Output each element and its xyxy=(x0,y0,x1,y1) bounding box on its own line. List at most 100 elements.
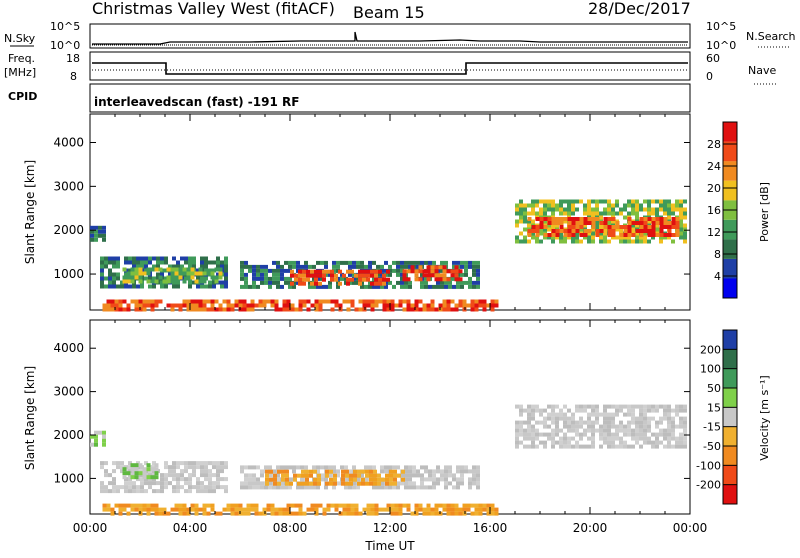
echo-cell xyxy=(336,264,340,269)
echo-cell xyxy=(567,199,571,204)
echo-cell xyxy=(607,424,611,429)
echo-cell xyxy=(442,307,447,312)
echo-cell xyxy=(376,485,380,490)
echo-cell xyxy=(394,511,399,516)
echo-cell xyxy=(276,284,280,289)
echo-cell xyxy=(494,303,499,308)
echo-cell xyxy=(595,223,599,228)
echo-cell xyxy=(675,444,679,449)
echo-cell xyxy=(454,277,459,282)
echo-cell xyxy=(567,436,571,441)
echo-cell xyxy=(663,416,667,421)
echo-cell xyxy=(392,268,396,273)
echo-cell xyxy=(365,473,369,478)
echo-cell xyxy=(174,503,179,508)
colorbar-segment xyxy=(723,407,737,427)
echo-cell xyxy=(140,256,144,261)
echo-cell xyxy=(216,272,220,277)
echo-cell xyxy=(358,269,362,274)
echo-cell xyxy=(220,485,224,490)
echo-cell xyxy=(362,303,367,308)
echo-cell xyxy=(370,273,374,278)
echo-cell xyxy=(571,436,575,441)
echo-cell xyxy=(611,229,616,233)
echo-cell xyxy=(426,269,431,274)
echo-cell xyxy=(547,412,551,417)
echo-cell xyxy=(280,268,284,273)
echo-cell xyxy=(458,511,463,516)
echo-cell xyxy=(595,207,599,212)
echo-cell xyxy=(408,465,412,470)
echo-cell xyxy=(426,265,431,270)
echo-cell xyxy=(539,199,543,204)
echo-cell xyxy=(515,428,519,433)
echo-cell xyxy=(523,436,527,441)
echo-cell xyxy=(326,269,330,274)
echo-cell xyxy=(188,280,192,285)
echo-cell xyxy=(372,284,376,289)
echo-cell xyxy=(244,465,248,470)
echo-cell xyxy=(317,473,321,478)
echo-cell xyxy=(458,303,463,308)
echo-cell xyxy=(519,404,523,409)
echo-cell xyxy=(619,239,623,244)
echo-cell xyxy=(206,503,211,508)
echo-cell xyxy=(595,408,599,413)
echo-cell xyxy=(382,273,386,278)
echo-cell xyxy=(284,280,288,285)
echo-cell xyxy=(679,424,683,429)
echo-cell xyxy=(683,416,687,421)
echo-cell xyxy=(647,199,651,204)
echo-cell xyxy=(150,307,155,312)
echo-cell xyxy=(354,511,359,516)
echo-cell xyxy=(412,469,416,474)
echo-cell xyxy=(138,279,143,284)
echo-cell xyxy=(250,299,255,304)
echo-cell xyxy=(639,404,643,409)
echo-cell xyxy=(208,485,212,490)
echo-cell xyxy=(156,264,160,269)
echo-cell xyxy=(460,473,464,478)
echo-cell xyxy=(374,511,379,516)
echo-cell xyxy=(643,229,648,233)
echo-cell xyxy=(635,207,639,212)
echo-cell xyxy=(547,404,551,409)
echo-cell xyxy=(164,485,168,490)
echo-cell xyxy=(254,503,259,508)
echo-cell xyxy=(603,424,607,429)
echo-cell xyxy=(450,299,455,304)
echo-cell xyxy=(356,260,360,265)
echo-cell xyxy=(345,469,349,474)
echo-cell xyxy=(619,440,623,445)
echo-cell xyxy=(647,211,651,216)
echo-cell xyxy=(627,420,631,425)
echo-cell xyxy=(671,203,675,208)
echo-cell xyxy=(158,507,163,512)
echo-cell xyxy=(313,477,317,482)
echo-cell xyxy=(178,307,183,312)
freq-frame xyxy=(89,51,691,81)
echo-cell xyxy=(140,284,144,289)
echo-cell xyxy=(587,203,591,208)
echo-cell xyxy=(278,307,283,312)
echo-cell xyxy=(388,485,392,490)
echo-cell xyxy=(390,511,395,516)
echo-cell xyxy=(418,269,423,274)
echo-cell xyxy=(671,436,675,441)
echo-cell xyxy=(531,203,535,208)
echo-cell xyxy=(555,420,559,425)
echo-cell xyxy=(631,444,635,449)
time-xlabel: Time UT xyxy=(364,539,415,553)
echo-cell xyxy=(663,235,667,240)
echo-cell xyxy=(372,260,376,265)
echo-cell xyxy=(120,280,124,285)
station-title: Christmas Valley West (fitACF) xyxy=(92,0,335,18)
echo-cell xyxy=(659,203,663,208)
echo-cell xyxy=(655,211,659,216)
echo-cell xyxy=(659,229,664,233)
echo-cell xyxy=(192,280,196,285)
echo-cell xyxy=(124,272,128,277)
echo-cell xyxy=(112,469,116,474)
echo-cell xyxy=(555,428,559,433)
echo-cell xyxy=(523,227,527,232)
